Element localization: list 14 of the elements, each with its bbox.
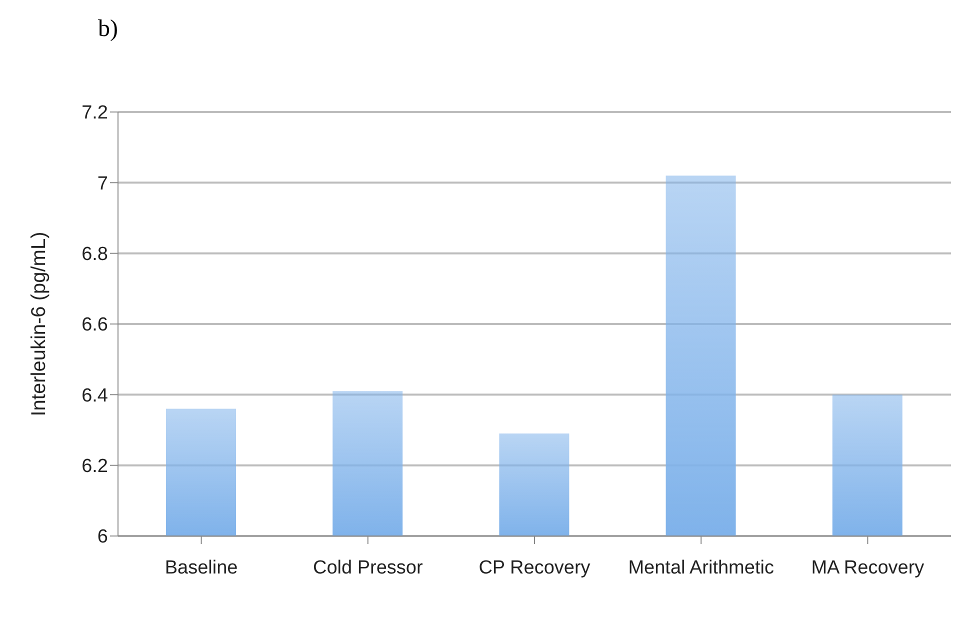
- x-tick-label: Cold Pressor: [312, 557, 424, 578]
- y-tick-label: 6: [97, 526, 108, 548]
- y-tick-label: 6.2: [82, 456, 108, 478]
- y-tick-label: 7.2: [82, 102, 108, 124]
- y-tick-label: 7: [97, 173, 108, 194]
- y-tick-label: 6.4: [82, 385, 108, 406]
- text: b): [98, 16, 118, 43]
- y-axis-title: Interleukin-6 (pg/mL): [28, 232, 50, 416]
- y-tick-label: 6.6: [82, 314, 108, 336]
- x-tick-label: Mental Arithmetic: [628, 557, 774, 578]
- x-tick-label: MA Recovery: [811, 557, 925, 578]
- y-tick-label: 6.8: [82, 244, 108, 266]
- x-tick-label: Baseline: [164, 557, 238, 578]
- x-tick-label: CP Recovery: [478, 557, 591, 578]
